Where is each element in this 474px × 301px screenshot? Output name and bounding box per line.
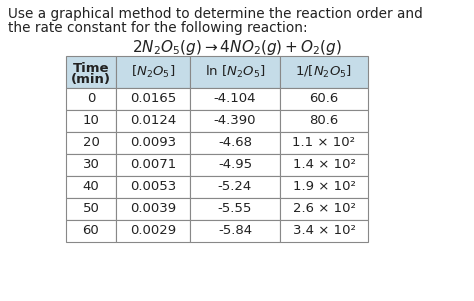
Bar — [190, 220, 280, 242]
Text: 0.0071: 0.0071 — [130, 159, 176, 172]
Bar — [280, 56, 368, 88]
Bar — [280, 88, 368, 110]
Text: 2.6 × 10²: 2.6 × 10² — [292, 203, 356, 216]
Text: 1.4 × 10²: 1.4 × 10² — [292, 159, 356, 172]
Text: 0.0093: 0.0093 — [130, 136, 176, 150]
Bar — [280, 198, 368, 220]
Bar — [280, 132, 368, 154]
Text: 1.9 × 10²: 1.9 × 10² — [292, 181, 356, 194]
Text: 1.1 × 10²: 1.1 × 10² — [292, 136, 356, 150]
Text: 60: 60 — [82, 225, 100, 237]
Bar — [116, 176, 190, 198]
Text: 10: 10 — [82, 114, 100, 128]
Bar — [66, 154, 116, 176]
Bar — [280, 110, 368, 132]
Text: 0: 0 — [87, 92, 95, 105]
Text: $\mathrm{ln}\ [N_2O_5]$: $\mathrm{ln}\ [N_2O_5]$ — [205, 64, 265, 80]
Text: -5.55: -5.55 — [218, 203, 252, 216]
Text: -5.84: -5.84 — [218, 225, 252, 237]
Text: -5.24: -5.24 — [218, 181, 252, 194]
Bar — [280, 220, 368, 242]
Bar — [190, 176, 280, 198]
Bar — [66, 110, 116, 132]
Text: -4.104: -4.104 — [214, 92, 256, 105]
Bar — [66, 56, 116, 88]
Bar — [190, 88, 280, 110]
Text: 50: 50 — [82, 203, 100, 216]
Text: the rate constant for the following reaction:: the rate constant for the following reac… — [8, 21, 308, 35]
Bar — [116, 110, 190, 132]
Text: Time: Time — [73, 62, 109, 75]
Bar — [190, 198, 280, 220]
Bar — [116, 132, 190, 154]
Text: 20: 20 — [82, 136, 100, 150]
Bar — [190, 56, 280, 88]
Text: 3.4 × 10²: 3.4 × 10² — [292, 225, 356, 237]
Bar — [280, 176, 368, 198]
Bar — [66, 198, 116, 220]
Text: Use a graphical method to determine the reaction order and: Use a graphical method to determine the … — [8, 7, 423, 21]
Bar — [116, 154, 190, 176]
Bar — [190, 154, 280, 176]
Text: 0.0029: 0.0029 — [130, 225, 176, 237]
Bar — [66, 220, 116, 242]
Text: -4.390: -4.390 — [214, 114, 256, 128]
Text: 0.0039: 0.0039 — [130, 203, 176, 216]
Text: 0.0165: 0.0165 — [130, 92, 176, 105]
Text: $2N_2O_5(g) \rightarrow 4NO_2(g) + O_2(g)$: $2N_2O_5(g) \rightarrow 4NO_2(g) + O_2(g… — [132, 38, 342, 57]
Text: 40: 40 — [82, 181, 100, 194]
Bar — [280, 154, 368, 176]
Bar — [116, 88, 190, 110]
Text: -4.68: -4.68 — [218, 136, 252, 150]
Bar — [116, 220, 190, 242]
Bar — [116, 56, 190, 88]
Bar — [66, 132, 116, 154]
Text: 80.6: 80.6 — [310, 114, 338, 128]
Text: 30: 30 — [82, 159, 100, 172]
Text: 60.6: 60.6 — [310, 92, 338, 105]
Bar — [190, 132, 280, 154]
Text: $[N_2O_5]$: $[N_2O_5]$ — [131, 64, 175, 80]
Bar — [66, 88, 116, 110]
Text: 0.0124: 0.0124 — [130, 114, 176, 128]
Bar — [190, 110, 280, 132]
Text: (min): (min) — [71, 73, 111, 85]
Bar — [116, 198, 190, 220]
Text: $1/[N_2O_5]$: $1/[N_2O_5]$ — [295, 64, 353, 80]
Text: 0.0053: 0.0053 — [130, 181, 176, 194]
Bar — [66, 176, 116, 198]
Text: -4.95: -4.95 — [218, 159, 252, 172]
